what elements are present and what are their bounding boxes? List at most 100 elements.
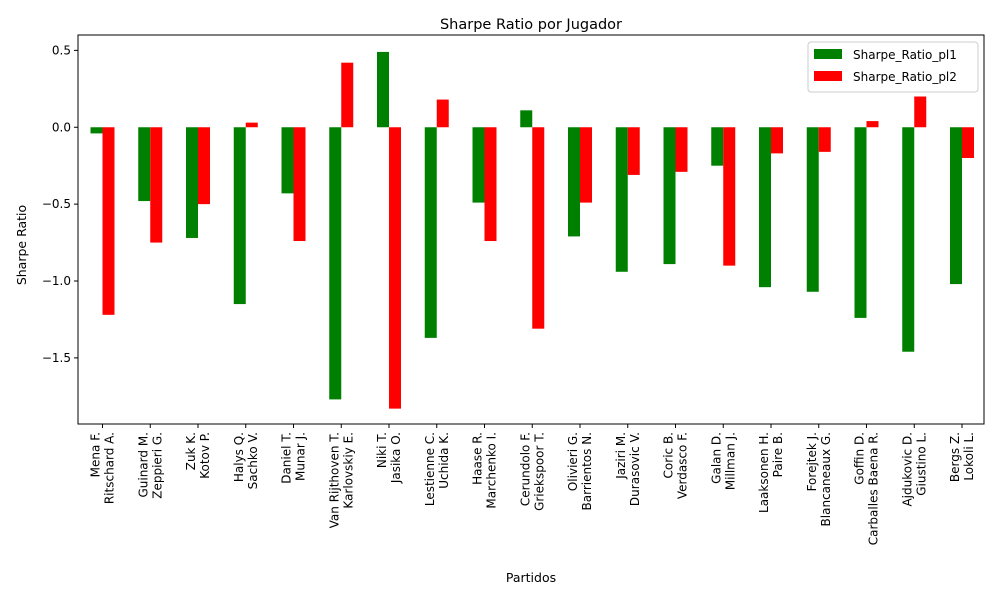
x-tick-label-line2-0: Ritschard A. [103, 432, 117, 504]
bar-Sharpe_Ratio_pl1-2 [186, 127, 198, 238]
y-tick-label-1: 0.0 [52, 120, 71, 134]
x-tick-label-line1-9: Cerundolo F. [518, 432, 532, 506]
x-tick-label-line2-2: Kotov P. [198, 432, 212, 479]
x-tick-label-line1-6: Niki T. [375, 432, 389, 468]
bar-Sharpe_Ratio_pl1-14 [759, 127, 771, 288]
x-tick-label-17: Ajdukovic D. Giustino L. [900, 432, 928, 507]
bar-Sharpe_Ratio_pl2-12 [675, 127, 688, 172]
chart-title: Sharpe Ratio por Jugador [440, 17, 622, 33]
x-tick-label-10: Olivieri G. Barrientos N. [566, 432, 594, 510]
x-tick-label-line2-7: Uchida K. [437, 432, 451, 489]
x-tick-label-line1-5: Van Rijthoven T. [327, 432, 341, 528]
x-tick-label-0: Mena F. Ritschard A. [89, 432, 117, 504]
y-ticks-group: 0.5 0.0 −0.5 −1.0 −1.5 [42, 43, 78, 365]
x-tick-label-7: Lestienne C. Uchida K. [423, 432, 451, 506]
bar-Sharpe_Ratio_pl2-17 [914, 96, 927, 128]
legend-swatch-Sharpe_Ratio_pl2 [814, 71, 842, 81]
bar-Sharpe_Ratio_pl2-4 [293, 127, 306, 242]
bar-Sharpe_Ratio_pl2-1 [150, 127, 163, 243]
x-tick-label-line2-3: Sachko V. [246, 432, 260, 489]
y-axis-label: Sharpe Ratio [14, 205, 29, 285]
x-tick-label-3: Halys Q. Sachko V. [232, 432, 260, 489]
x-tick-label-line2-15: Blancaneaux G. [819, 432, 833, 526]
plot-frame [77, 34, 985, 425]
x-tick-label-line1-11: Jaziri M. [614, 432, 628, 480]
bar-Sharpe_Ratio_pl2-15 [818, 127, 831, 152]
x-tick-label-4: Daniel T. Munar J. [280, 432, 308, 484]
x-tick-label-16: Goffin D. Carballes Baena R. [853, 432, 881, 545]
x-tick-label-line1-13: Galan D. [709, 432, 723, 484]
bar-Sharpe_Ratio_pl1-11 [615, 127, 628, 272]
x-tick-label-line2-4: Munar J. [294, 432, 308, 481]
legend: Sharpe_Ratio_pl1 Sharpe_Ratio_pl2 [807, 41, 979, 93]
x-tick-label-line2-10: Barrientos N. [580, 432, 594, 510]
bar-Sharpe_Ratio_pl1-7 [424, 127, 437, 338]
x-tick-label-line1-0: Mena F. [89, 432, 103, 477]
bar-Sharpe_Ratio_pl1-12 [663, 127, 676, 265]
x-tick-label-8: Haase R. Marchenko I. [471, 432, 499, 509]
legend-label-Sharpe_Ratio_pl2: Sharpe_Ratio_pl2 [853, 70, 957, 84]
bar-Sharpe_Ratio_pl1-0 [90, 127, 103, 134]
x-tick-label-line1-16: Goffin D. [853, 432, 867, 485]
x-tick-label-line2-18: Lokoli L. [962, 432, 976, 481]
bar-Sharpe_Ratio_pl2-18 [962, 127, 974, 159]
bar-Sharpe_Ratio_pl2-3 [245, 122, 258, 128]
y-tick-label-0: 0.5 [52, 43, 71, 57]
legend-swatch-Sharpe_Ratio_pl1 [814, 49, 842, 59]
x-tick-label-line1-2: Zuk K. [184, 432, 198, 470]
x-tick-label-1: Guinard M. Zeppieri G. [136, 432, 164, 499]
x-tick-label-line1-7: Lestienne C. [423, 432, 437, 506]
x-tick-label-line1-10: Olivieri G. [566, 432, 580, 491]
bar-Sharpe_Ratio_pl2-8 [484, 127, 497, 242]
x-tick-label-line2-8: Marchenko I. [485, 432, 499, 509]
y-tick-label-3: −1.0 [42, 274, 71, 288]
x-tick-label-line2-14: Paire B. [771, 432, 785, 477]
bar-Sharpe_Ratio_pl2-5 [341, 62, 354, 128]
x-tick-label-line2-6: Jasika O. [389, 432, 403, 484]
x-tick-label-line1-8: Haase R. [471, 432, 485, 485]
bar-Sharpe_Ratio_pl2-2 [198, 127, 210, 205]
y-tick-label-2: −0.5 [42, 197, 71, 211]
x-tick-label-12: Coric B. Verdasco F. [662, 432, 690, 499]
x-tick-label-line1-18: Bergs Z. [948, 432, 962, 482]
legend-label-Sharpe_Ratio_pl1: Sharpe_Ratio_pl1 [853, 48, 957, 62]
bar-Sharpe_Ratio_pl1-9 [520, 110, 533, 128]
x-tick-label-14: Laaksonen H. Paire B. [757, 432, 785, 513]
bar-Sharpe_Ratio_pl1-16 [854, 127, 867, 318]
bar-Sharpe_Ratio_pl2-13 [723, 127, 736, 266]
x-ticks-group: Mena F. Ritschard A. Guinard M. Zeppieri G.… [89, 424, 976, 545]
x-tick-label-line1-17: Ajdukovic D. [900, 432, 914, 507]
x-tick-label-line1-14: Laaksonen H. [757, 432, 771, 513]
x-tick-label-5: Van Rijthoven T. Karlovskiy E. [327, 432, 355, 528]
bar-Sharpe_Ratio_pl2-9 [532, 127, 545, 329]
x-tick-label-line1-3: Halys Q. [232, 432, 246, 482]
bar-Sharpe_Ratio_pl1-6 [377, 51, 389, 128]
bar-Sharpe_Ratio_pl1-5 [329, 127, 342, 400]
x-tick-label-9: Cerundolo F. Griekspoor T. [518, 432, 546, 511]
x-tick-label-2: Zuk K. Kotov P. [184, 432, 212, 479]
x-tick-label-line2-17: Giustino L. [914, 432, 928, 496]
x-axis-label: Partidos [506, 570, 556, 585]
bar-Sharpe_Ratio_pl2-14 [771, 127, 783, 154]
legend-box [807, 41, 979, 93]
x-tick-label-18: Bergs Z. Lokoli L. [948, 432, 976, 482]
bar-Sharpe_Ratio_pl2-10 [580, 127, 592, 203]
x-tick-label-line1-1: Guinard M. [136, 432, 150, 498]
bar-Sharpe_Ratio_pl2-11 [627, 127, 640, 175]
bar-Sharpe_Ratio_pl1-18 [950, 127, 962, 285]
bar-Sharpe_Ratio_pl2-0 [102, 127, 115, 315]
x-tick-label-line2-16: Carballes Baena R. [867, 432, 881, 545]
x-tick-label-6: Niki T. Jasika O. [375, 432, 403, 484]
bar-Sharpe_Ratio_pl1-4 [281, 127, 294, 194]
bar-Sharpe_Ratio_pl1-17 [902, 127, 915, 352]
y-tick-label-4: −1.5 [42, 351, 71, 365]
bar-Sharpe_Ratio_pl1-3 [233, 127, 246, 305]
bar-Sharpe_Ratio_pl1-8 [472, 127, 485, 203]
x-tick-label-15: Forejtek J. Blancaneaux G. [805, 432, 833, 526]
bar-Sharpe_Ratio_pl1-10 [568, 127, 580, 237]
bar-Sharpe_Ratio_pl1-13 [711, 127, 724, 166]
x-tick-label-line2-12: Verdasco F. [676, 432, 690, 499]
bar-Sharpe_Ratio_pl2-16 [866, 121, 879, 128]
bars-group [90, 51, 974, 409]
